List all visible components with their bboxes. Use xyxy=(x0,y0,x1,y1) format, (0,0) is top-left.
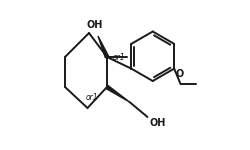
Polygon shape xyxy=(106,85,130,102)
Text: O: O xyxy=(176,69,184,79)
Text: OH: OH xyxy=(87,20,103,30)
Text: or1: or1 xyxy=(113,52,126,62)
Text: OH: OH xyxy=(149,118,166,129)
Text: or1: or1 xyxy=(86,93,98,102)
Polygon shape xyxy=(98,36,109,58)
